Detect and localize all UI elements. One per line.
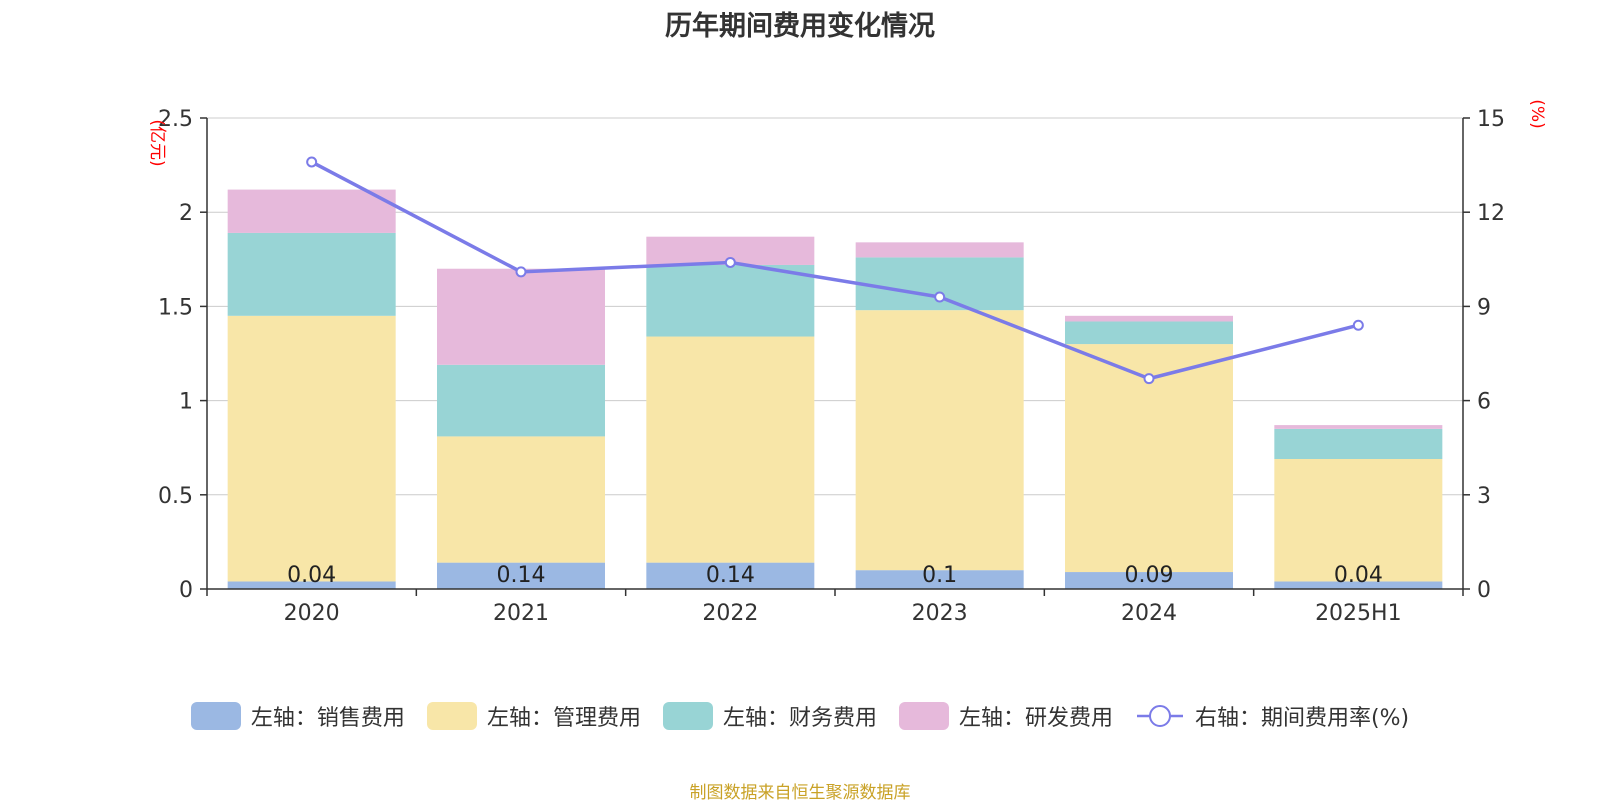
bar-finance-2022 bbox=[646, 265, 814, 337]
bar-admin-2021 bbox=[437, 436, 605, 562]
sales-data-label-2024: 0.09 bbox=[1125, 563, 1174, 588]
x-axis-label-2025H1: 2025H1 bbox=[1315, 601, 1402, 626]
right-axis-tick-label: 6 bbox=[1477, 390, 1491, 415]
legend-item-rd[interactable]: 左轴：研发费用 bbox=[899, 700, 1113, 732]
right-axis-tick-label: 3 bbox=[1477, 484, 1491, 509]
legend-label: 左轴：管理费用 bbox=[487, 700, 641, 732]
legend-label: 右轴：期间费用率(%) bbox=[1195, 700, 1409, 732]
sales-data-label-2025H1: 0.04 bbox=[1334, 563, 1383, 588]
left-axis-unit: (亿元) bbox=[147, 119, 167, 166]
legend-label: 左轴：销售费用 bbox=[251, 700, 405, 732]
rate-point-2022 bbox=[726, 258, 735, 267]
bar-rd-2023 bbox=[856, 242, 1024, 257]
left-axis-tick-label: 1 bbox=[179, 390, 193, 415]
bar-admin-2022 bbox=[646, 337, 814, 563]
right-axis-tick-label: 12 bbox=[1477, 201, 1505, 226]
bar-finance-2024 bbox=[1065, 321, 1233, 344]
bar-rd-2025H1 bbox=[1274, 425, 1442, 429]
sales-data-label-2020: 0.04 bbox=[287, 563, 336, 588]
sales-data-label-2021: 0.14 bbox=[497, 563, 546, 588]
left-axis-tick-label: 1.5 bbox=[158, 295, 193, 320]
rate-point-2024 bbox=[1145, 374, 1154, 383]
legend-swatch-icon bbox=[899, 702, 949, 730]
bar-admin-2020 bbox=[228, 316, 396, 582]
bar-rd-2024 bbox=[1065, 316, 1233, 322]
bar-rd-2021 bbox=[437, 269, 605, 365]
bar-finance-2020 bbox=[228, 233, 396, 316]
rate-point-2020 bbox=[307, 157, 316, 166]
legend-label: 左轴：财务费用 bbox=[723, 700, 877, 732]
x-axis-label-2024: 2024 bbox=[1121, 601, 1177, 626]
legend-swatch-icon bbox=[427, 702, 477, 730]
right-axis-tick-label: 15 bbox=[1477, 107, 1505, 132]
right-axis-tick-label: 9 bbox=[1477, 295, 1491, 320]
bar-finance-2025H1 bbox=[1274, 429, 1442, 459]
rate-point-2021 bbox=[517, 267, 526, 276]
legend-swatch-icon bbox=[191, 702, 241, 730]
x-axis-label-2022: 2022 bbox=[702, 601, 758, 626]
left-axis-tick-label: 0.5 bbox=[158, 484, 193, 509]
x-axis-label-2023: 2023 bbox=[912, 601, 968, 626]
data-source-note: 制图数据来自恒生聚源数据库 bbox=[0, 778, 1600, 803]
legend-item-finance[interactable]: 左轴：财务费用 bbox=[663, 700, 877, 732]
right-axis-unit: (%) bbox=[1527, 99, 1547, 128]
bar-admin-2023 bbox=[856, 310, 1024, 570]
legend-swatch-icon bbox=[663, 702, 713, 730]
bar-finance-2021 bbox=[437, 365, 605, 437]
left-axis-tick-label: 2 bbox=[179, 201, 193, 226]
rate-point-2023 bbox=[935, 292, 944, 301]
legend-item-admin[interactable]: 左轴：管理费用 bbox=[427, 700, 641, 732]
bar-rd-2020 bbox=[228, 190, 396, 233]
rate-point-2025H1 bbox=[1354, 321, 1363, 330]
sales-data-label-2023: 0.1 bbox=[922, 563, 957, 588]
x-axis-label-2021: 2021 bbox=[493, 601, 549, 626]
right-axis-tick-label: 0 bbox=[1477, 578, 1491, 603]
legend-item-sales[interactable]: 左轴：销售费用 bbox=[191, 700, 405, 732]
legend: 左轴：销售费用 左轴：管理费用 左轴：财务费用 左轴：研发费用 右轴：期间费用率(%) bbox=[0, 700, 1600, 732]
sales-data-label-2022: 0.14 bbox=[706, 563, 755, 588]
legend-item-rate[interactable]: 右轴：期间费用率(%) bbox=[1135, 700, 1409, 732]
legend-label: 左轴：研发费用 bbox=[959, 700, 1113, 732]
legend-line-icon bbox=[1135, 702, 1185, 730]
x-axis-label-2020: 2020 bbox=[284, 601, 340, 626]
left-axis-tick-label: 0 bbox=[179, 578, 193, 603]
stacked-bars bbox=[228, 190, 1443, 589]
